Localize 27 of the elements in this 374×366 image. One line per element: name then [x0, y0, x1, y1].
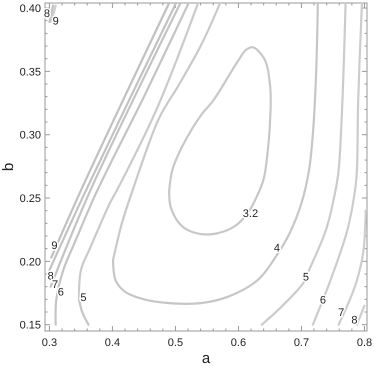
- annotation: 5: [302, 272, 309, 284]
- y-tick-label: 0.15: [20, 320, 41, 332]
- annotation: 5: [80, 292, 86, 304]
- x-tick-label: 0.8: [356, 337, 372, 349]
- annotation: 4: [274, 242, 280, 254]
- annotation: 6: [58, 286, 64, 299]
- annotation: 8: [48, 270, 54, 282]
- annotation: 7: [52, 279, 58, 292]
- y-tick-label: 0.25: [20, 193, 41, 206]
- y-tick-label: 0.40: [20, 3, 41, 16]
- y-tick-label: 0.20: [20, 256, 41, 268]
- x-tick-label: 0.3: [42, 337, 58, 349]
- y-tick-label: 0.30: [20, 130, 41, 142]
- annotation: 7: [338, 307, 344, 320]
- annotation: 6: [320, 294, 326, 306]
- y-tick-label: 0.35: [20, 66, 41, 78]
- x-tick-label: 0.7: [294, 337, 310, 349]
- annotation: 9: [51, 240, 58, 252]
- x-tick-label: 0.5: [168, 337, 184, 349]
- x-tick-label: 0.6: [230, 337, 246, 349]
- annotation: 3.2: [242, 208, 258, 220]
- x-tick-label: 0.4: [104, 337, 120, 349]
- y-axis-title: b: [0, 162, 17, 172]
- annotation: 8: [351, 314, 358, 327]
- x-axis-title: a: [202, 350, 211, 366]
- annotation: 9: [52, 16, 59, 28]
- annotation: 8: [44, 8, 50, 20]
